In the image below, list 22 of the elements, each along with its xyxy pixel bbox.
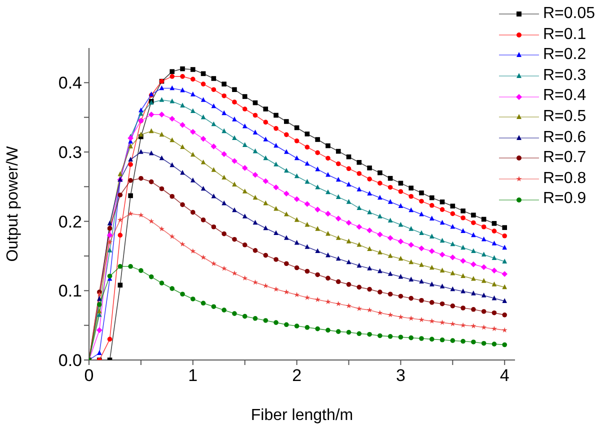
legend-label: R=0.4 [542, 86, 586, 106]
x-tick-label: 1 [188, 366, 198, 385]
legend-label: R=0.2 [542, 45, 586, 66]
legend-label: R=0.3 [542, 66, 586, 86]
x-tick-label: 2 [292, 366, 302, 385]
y-tick-label: 0.1 [58, 282, 82, 301]
legend-label: R=0.9 [542, 189, 586, 210]
x-axis-title: Fiber length/m [250, 407, 354, 424]
y-axis-title: Output power/W [4, 145, 22, 262]
x-tick-label: 0 [84, 366, 94, 385]
legend-label: R=0.5 [542, 106, 586, 127]
y-tick-label: 0.2 [58, 212, 82, 232]
legend-label: R=0.05 [542, 4, 595, 24]
legend-label: R=0.6 [542, 128, 586, 148]
legend-label: R=0.7 [542, 148, 586, 168]
y-tick-label: 0.0 [58, 351, 82, 370]
x-tick-label: 4 [500, 366, 510, 385]
y-tick-label: 0.3 [58, 143, 82, 162]
x-tick-label: 3 [396, 366, 406, 385]
legend-label: R=0.1 [542, 24, 586, 45]
y-tick-label: 0.4 [58, 74, 82, 93]
legend-label: R=0.8 [542, 168, 586, 189]
